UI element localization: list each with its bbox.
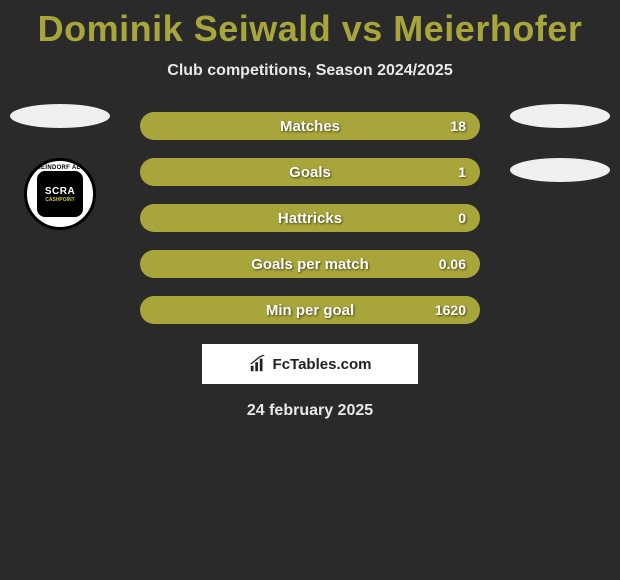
brand-text: FcTables.com bbox=[273, 356, 372, 373]
stat-value-right: 1620 bbox=[435, 302, 466, 318]
stat-label: Min per goal bbox=[266, 302, 354, 319]
page-title: Dominik Seiwald vs Meierhofer bbox=[0, 0, 620, 50]
stat-label: Matches bbox=[280, 118, 340, 135]
stat-label: Goals bbox=[289, 164, 331, 181]
stats-bars: Matches 18 Goals 1 Hattricks 0 Goals per… bbox=[140, 112, 480, 324]
badge-arc-text: RHEINDORF ALTA bbox=[32, 165, 88, 171]
stat-bar: Min per goal 1620 bbox=[140, 296, 480, 324]
stat-bar: Hattricks 0 bbox=[140, 204, 480, 232]
right-flag-icon bbox=[510, 104, 610, 128]
right-club-badge bbox=[510, 158, 610, 182]
date-text: 24 february 2025 bbox=[0, 402, 620, 420]
stat-value-right: 0 bbox=[458, 210, 466, 226]
left-flag-icon bbox=[10, 104, 110, 128]
badge-inner: SCRA CASHPOINT bbox=[37, 171, 83, 217]
stat-bar: Matches 18 bbox=[140, 112, 480, 140]
stat-bar: Goals per match 0.06 bbox=[140, 250, 480, 278]
left-player-column: RHEINDORF ALTA SCRA CASHPOINT bbox=[10, 104, 110, 230]
stat-label: Goals per match bbox=[251, 256, 369, 273]
left-club-badge: RHEINDORF ALTA SCRA CASHPOINT bbox=[24, 158, 96, 230]
badge-main-text: SCRA bbox=[45, 186, 75, 197]
page-subtitle: Club competitions, Season 2024/2025 bbox=[0, 62, 620, 80]
chart-icon bbox=[249, 355, 267, 373]
brand-attribution[interactable]: FcTables.com bbox=[202, 344, 418, 384]
stat-value-right: 0.06 bbox=[439, 256, 466, 272]
stat-label: Hattricks bbox=[278, 210, 342, 227]
comparison-container: RHEINDORF ALTA SCRA CASHPOINT Matches 18… bbox=[0, 112, 620, 324]
stat-value-right: 18 bbox=[450, 118, 466, 134]
stat-bar: Goals 1 bbox=[140, 158, 480, 186]
right-player-column bbox=[510, 104, 610, 182]
stat-value-right: 1 bbox=[458, 164, 466, 180]
badge-sub-text: CASHPOINT bbox=[45, 197, 74, 203]
